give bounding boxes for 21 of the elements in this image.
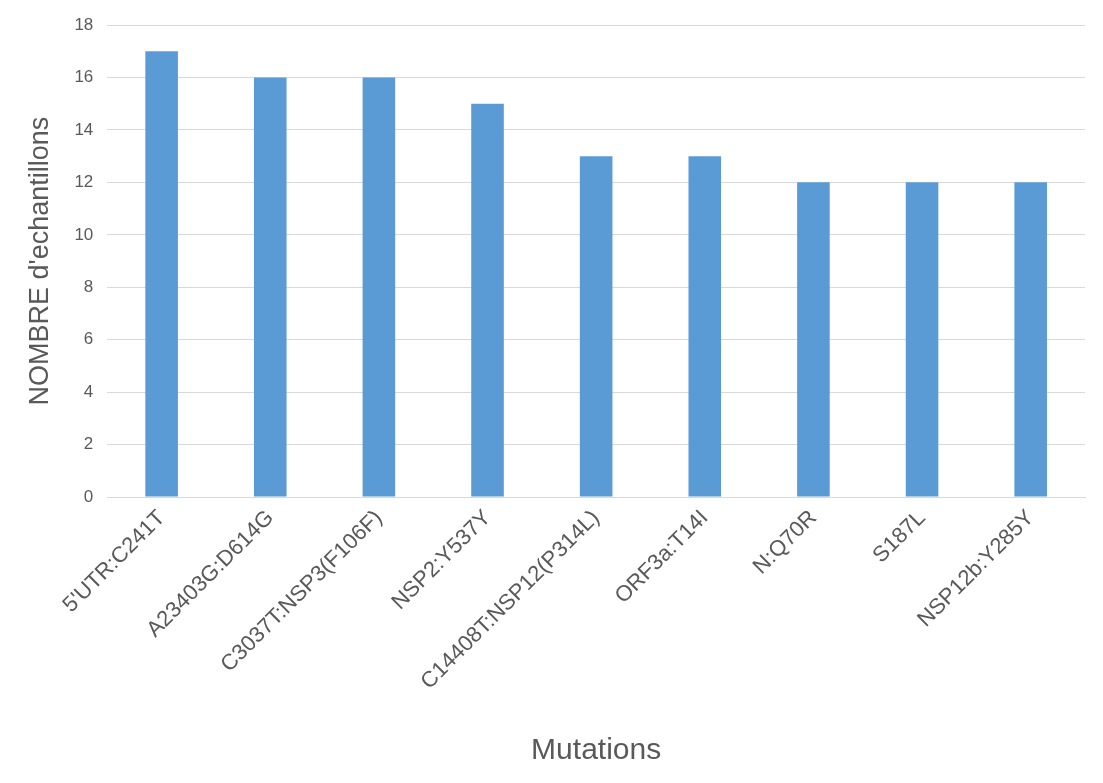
bar [362, 77, 396, 497]
y-tick-label: 2 [83, 434, 94, 454]
y-tick-label: 18 [74, 14, 94, 34]
y-tick-label: 0 [83, 486, 94, 506]
y-tick-label: 16 [74, 67, 94, 87]
y-tick-label: 14 [74, 119, 94, 139]
y-axis-title: NOMBRE d'echantillons [23, 116, 54, 406]
bar [253, 77, 287, 497]
y-tick-label: 6 [83, 329, 94, 349]
bar [1014, 182, 1047, 497]
y-tick-label: 10 [74, 224, 94, 244]
y-tick-label: 12 [74, 172, 94, 192]
y-tick-label: 4 [83, 381, 94, 401]
bar [905, 182, 939, 497]
y-tick-label: 8 [83, 276, 94, 296]
bar [688, 156, 722, 497]
bar [579, 156, 613, 497]
x-axis-title: Mutations [531, 732, 662, 766]
bar [797, 182, 830, 497]
bar [471, 103, 504, 497]
bar [145, 51, 178, 497]
